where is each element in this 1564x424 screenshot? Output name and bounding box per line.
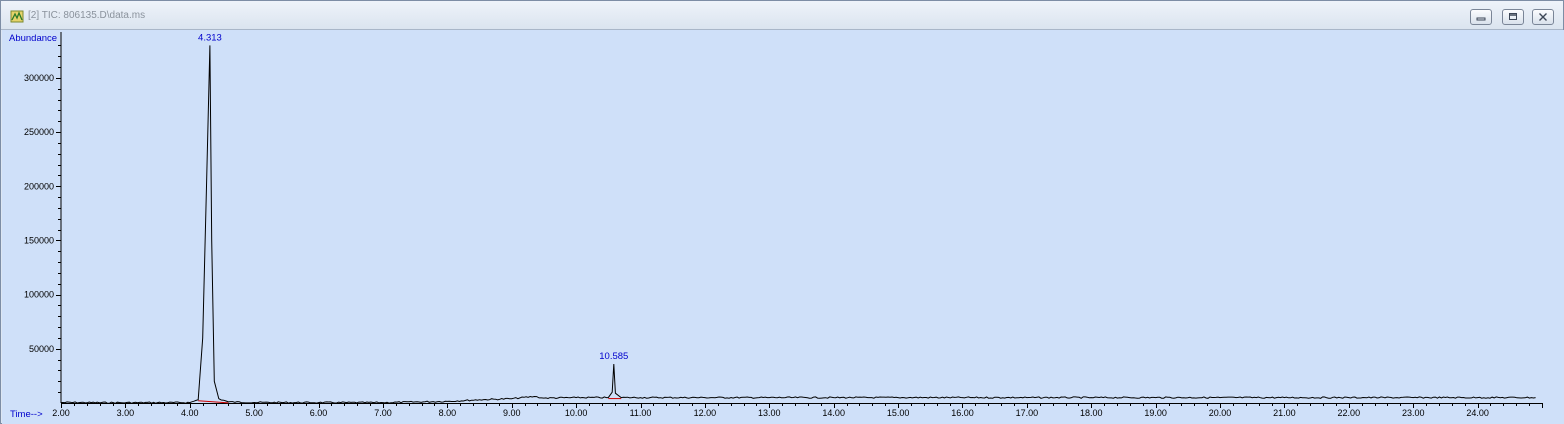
- minimize-icon: [1476, 17, 1486, 21]
- x-tick-label: 14.00: [822, 408, 845, 418]
- x-tick-label: 20.00: [1209, 408, 1232, 418]
- peak-label: 10.585: [599, 351, 628, 362]
- x-tick-label: 11.00: [630, 408, 652, 418]
- title-bar[interactable]: [2] TIC: 806135.D\data.ms: [1, 1, 1563, 30]
- x-tick-label: 18.00: [1080, 408, 1103, 418]
- x-tick-label: 3.00: [117, 408, 135, 418]
- x-tick-label: 12.00: [694, 408, 717, 418]
- peak-label: 4.313: [198, 32, 222, 43]
- tic-trace: [61, 45, 1536, 404]
- x-tick-label: 6.00: [310, 408, 328, 418]
- restore-button[interactable]: [1502, 9, 1524, 25]
- close-icon: [1539, 13, 1547, 21]
- close-button[interactable]: [1532, 9, 1554, 25]
- x-tick-label: 17.00: [1016, 408, 1039, 418]
- x-tick-label: 16.00: [951, 408, 974, 418]
- window-title: [2] TIC: 806135.D\data.ms: [28, 10, 146, 21]
- restore-icon: [1509, 13, 1517, 20]
- x-axis-label: Time-->: [10, 409, 43, 420]
- x-tick-label: 9.00: [503, 408, 521, 418]
- y-axis: 50000 100000 150000 200000 250000 300000: [24, 32, 62, 403]
- y-tick-label: 100000: [24, 290, 54, 300]
- x-tick-label: 22.00: [1338, 408, 1361, 418]
- peak-baseline: [198, 400, 229, 404]
- x-tick-label: 2.00: [52, 408, 70, 418]
- y-tick-label: 300000: [24, 73, 54, 83]
- minimize-button[interactable]: [1470, 9, 1492, 25]
- x-tick-label: 5.00: [245, 408, 263, 418]
- y-tick-label: 200000: [24, 181, 54, 191]
- y-tick-label: 150000: [24, 235, 54, 245]
- y-axis-label: Abundance: [9, 33, 57, 44]
- x-tick-label: 19.00: [1144, 408, 1167, 418]
- x-tick-label: 13.00: [758, 408, 781, 418]
- chromatogram-chart[interactable]: 50000 100000 150000 200000 250000 300000 2.00…: [2, 30, 1564, 424]
- x-tick-label: 8.00: [439, 408, 457, 418]
- integration-baselines: [198, 398, 622, 404]
- y-tick-label: 250000: [24, 127, 54, 137]
- x-tick-label: 23.00: [1402, 408, 1425, 418]
- plot-area[interactable]: 50000 100000 150000 200000 250000 300000 2.00…: [2, 30, 1564, 424]
- y-tick-label: 50000: [29, 344, 54, 354]
- app-icon: [10, 10, 24, 23]
- x-tick-label: 4.00: [181, 408, 199, 418]
- x-tick-label: 21.00: [1273, 408, 1296, 418]
- x-tick-label: 24.00: [1466, 408, 1489, 418]
- x-tick-label: 15.00: [887, 408, 910, 418]
- x-axis: 2.00 3.00 4.00 5.00 6.00 7.00 8.00 9.00 10.00 11.…: [52, 403, 1543, 418]
- x-tick-label: 10.00: [565, 408, 588, 418]
- x-tick-label: 7.00: [374, 408, 392, 418]
- peak-labels: 4.313 10.585: [198, 32, 628, 362]
